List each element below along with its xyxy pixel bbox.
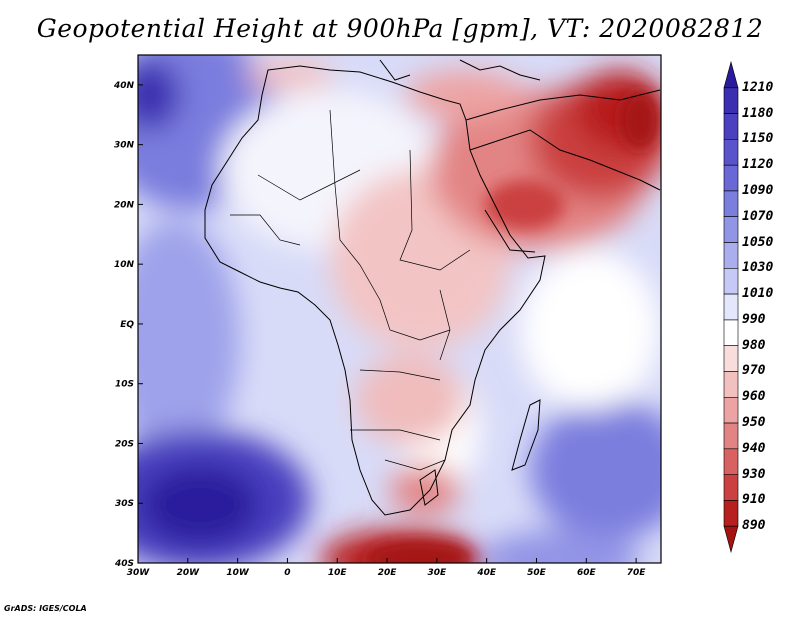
map-title: Geopotential Height at 900hPa [gpm], VT:… [36,14,764,43]
colorbar-swatch [723,396,739,424]
colorbar-label: 930 [742,466,766,482]
lat-tick-label: 20N [114,200,135,210]
plot-frame [137,54,662,564]
latitude-axis: 40N 30N 20N 10N EQ 10S 20S 30S 40S [113,81,143,569]
colorbar-swatch [723,345,739,372]
colorbar-label: 960 [742,389,766,405]
colorbar-swatch [723,319,739,346]
colorbar-label: 1030 [742,260,774,276]
colorbar-label: 1010 [742,286,774,302]
colorbar-label: 1050 [742,234,774,250]
lat-tick-label: 30N [114,141,135,151]
colorbar-label: 890 [742,518,766,534]
colorbar-label: 1150 [742,131,774,147]
lon-tick-label: 20W [177,568,201,578]
colorbar-swatch [723,500,739,527]
country-borders [230,109,471,471]
colorbar-swatch [723,87,739,114]
colorbar-swatch [723,139,739,166]
lon-tick-label: 20E [378,568,398,578]
colorbar-swatch [723,371,739,398]
colorbar-swatch [723,113,739,140]
lon-tick-label: 10W [226,568,250,578]
colorbar-label: 940 [742,440,766,456]
lon-tick-label: 10E [328,568,348,578]
colorbar-swatch [723,293,739,321]
colorbar-label: 1180 [742,105,774,121]
colorbar-label: 990 [742,311,766,327]
lon-tick-label: 0 [284,568,290,578]
lat-tick-label: 20S [115,439,134,449]
colorbar-swatch [723,242,739,269]
colorbar-label: 980 [742,337,766,353]
colorbar-label: 1120 [742,157,774,173]
lat-tick-label: 10S [115,380,134,390]
lon-tick-label: 40E [476,568,497,578]
height-field [138,55,661,563]
lat-tick-label: 30S [115,499,134,509]
lon-tick-label: 30W [127,568,151,578]
colorbar-swatch [723,474,739,501]
colorbar [723,60,739,554]
colorbar-label: 1090 [742,182,774,198]
longitude-axis: 30W 20W 10W 0 10E 20E 30E 40E 50E 60E 70E [127,558,647,578]
lon-tick-label: 60E [577,568,597,578]
colorbar-swatch [723,525,739,554]
colorbar-swatch [723,190,739,218]
colorbar-label: 970 [742,363,766,379]
lat-tick-label: 40S [114,559,134,569]
lon-tick-label: 70E [627,568,647,578]
colorbar-swatch [723,60,739,89]
colorbar-swatch [723,268,739,295]
colorbar-label: 910 [742,492,766,508]
colorbar-swatch [723,216,739,243]
colorbar-label: 1210 [742,79,774,95]
colorbar-swatch [723,164,739,192]
coastlines [204,59,661,516]
lat-tick-label: 10N [114,260,135,270]
colorbar-swatch [723,448,739,475]
lat-tick-label: EQ [120,320,134,330]
colorbar-label: 1070 [742,208,774,224]
lat-tick-label: 40N [113,81,135,91]
colorbar-swatch [723,422,739,450]
lon-tick-label: 30E [428,568,448,578]
colorbar-label: 950 [742,415,766,431]
lon-tick-label: 50E [527,568,547,578]
credit-text: GrADS: IGES/COLA [4,604,87,613]
